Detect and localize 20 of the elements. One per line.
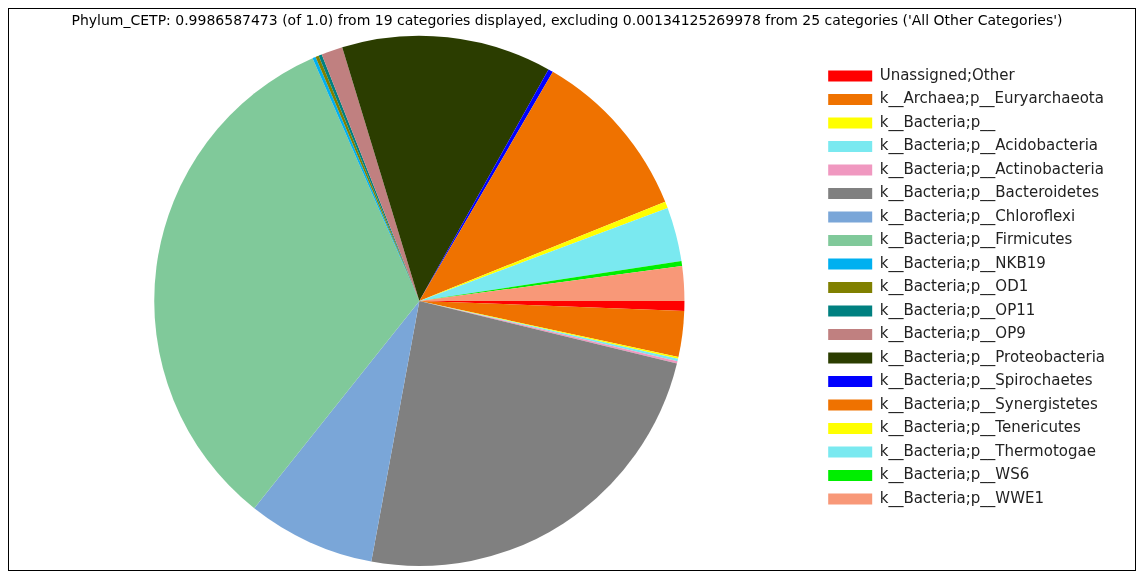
legend-label: k__Bacteria;p__OP9	[879, 324, 1026, 344]
chart-title: Phylum_CETP: 0.9986587473 (of 1.0) from 19 categories displayed, excluding 0.00134125269978 from 25 categories ('All Other Categories')	[71, 12, 1063, 29]
legend-label: k__Bacteria;p__Synergistetes	[879, 394, 1099, 414]
legend-label: k__Bacteria;p__Acidobacteria	[879, 136, 1099, 156]
legend-label: k__Bacteria;p__Bacteroidetes	[879, 183, 1100, 203]
legend-label: k__Bacteria;p__OP11	[879, 300, 1036, 320]
legend-label: k__Bacteria;p__OD1	[879, 277, 1029, 297]
legend-label: k__Bacteria;p__Thermotogae	[879, 441, 1096, 461]
legend-label: k__Bacteria;p__Spirochaetes	[879, 371, 1093, 391]
legend-label: k__Bacteria;p__Firmicutes	[879, 230, 1073, 250]
legend-label: k__Bacteria;p__Proteobacteria	[879, 347, 1105, 367]
legend-label: k__Bacteria;p__Actinobacteria	[879, 159, 1104, 179]
legend-label: k__Archaea;p__Euryarchaeota	[879, 89, 1104, 109]
legend-label: k__Bacteria;p__WWE1	[879, 488, 1044, 508]
legend-label: k__Bacteria;p__Chloroflexi	[879, 206, 1076, 226]
legend-label: k__Bacteria;p__Tenericutes	[879, 418, 1082, 438]
legend-label: Unassigned;Other	[879, 65, 1016, 84]
legend-label: k__Bacteria;p__	[879, 112, 996, 132]
legend-label: k__Bacteria;p__WS6	[879, 465, 1030, 485]
legend-label: k__Bacteria;p__NKB19	[879, 253, 1046, 273]
